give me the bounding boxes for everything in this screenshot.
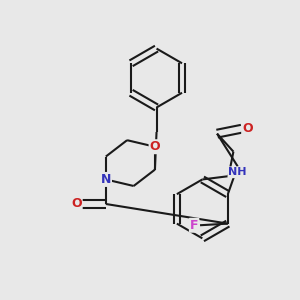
Text: F: F xyxy=(190,219,198,232)
Text: N: N xyxy=(100,173,111,186)
Text: O: O xyxy=(242,122,253,135)
Text: O: O xyxy=(150,140,160,153)
Text: O: O xyxy=(71,197,82,211)
Text: NH: NH xyxy=(228,167,247,177)
